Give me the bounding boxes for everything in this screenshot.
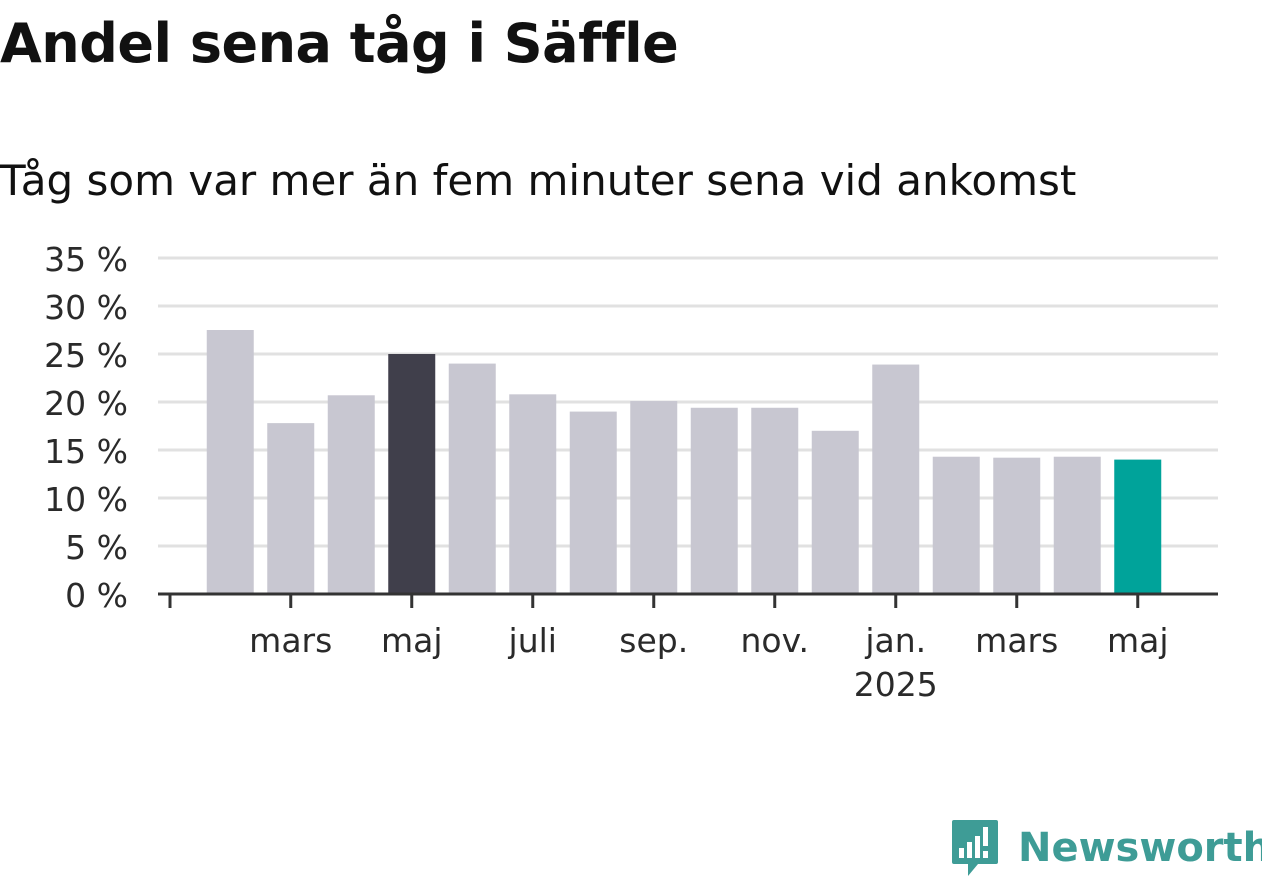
y-tick-labels: 0 % 5 % 10 % 15 % 20 % 25 % 30 % 35 % (44, 240, 128, 615)
x-tick-label: nov. (740, 621, 809, 660)
bar-2025-02 (932, 456, 980, 594)
bar-2024-07 (509, 394, 557, 594)
y-tick-label: 10 % (44, 480, 128, 519)
x-tick-label: maj (381, 621, 443, 660)
y-tick-label: 35 % (44, 240, 128, 279)
y-tick-label: 5 % (65, 528, 128, 567)
x-axis (158, 592, 1218, 608)
bar-2024-10 (690, 407, 738, 594)
logo-text: Newsworthy (1018, 825, 1262, 871)
x-tick-label: mars (249, 621, 332, 660)
bar-2025-04 (1053, 456, 1101, 594)
x-tick-labels: mars maj juli sep. nov. jan. 2025 mars maj (249, 621, 1168, 704)
y-tick-label: 20 % (44, 384, 128, 423)
bar-2025-01 (872, 364, 920, 594)
newsworthy-logo: Newsworthy (950, 818, 1262, 878)
bar-2024-05 (388, 354, 436, 594)
chart-title: Andel sena tåg i Säffle (0, 12, 679, 75)
bar-2025-03 (993, 457, 1041, 594)
bar-2024-11 (751, 407, 799, 594)
bar-2024-02 (206, 330, 254, 594)
y-tick-label: 15 % (44, 432, 128, 471)
bar-2024-04 (327, 395, 375, 594)
bar-2024-06 (448, 363, 496, 594)
newsworthy-logo-icon (952, 820, 998, 876)
bar-2024-03 (267, 423, 315, 594)
bar-2024-09 (630, 401, 678, 594)
y-tick-label: 25 % (44, 336, 128, 375)
x-tick-sublabel: 2025 (854, 665, 938, 704)
chart-subtitle: Tåg som var mer än fem minuter sena vid … (0, 156, 1077, 205)
x-tick-label: mars (975, 621, 1058, 660)
y-tick-label: 0 % (65, 576, 128, 615)
bar-2024-08 (569, 411, 617, 594)
x-tick-label: jan. (864, 621, 926, 660)
y-tick-label: 30 % (44, 288, 128, 327)
bar-2025-05 (1114, 459, 1162, 594)
bar-2024-12 (811, 430, 859, 594)
x-tick-label: juli (508, 621, 557, 660)
x-tick-label: maj (1107, 621, 1169, 660)
bars (206, 330, 1162, 594)
x-tick-label: sep. (619, 621, 688, 660)
